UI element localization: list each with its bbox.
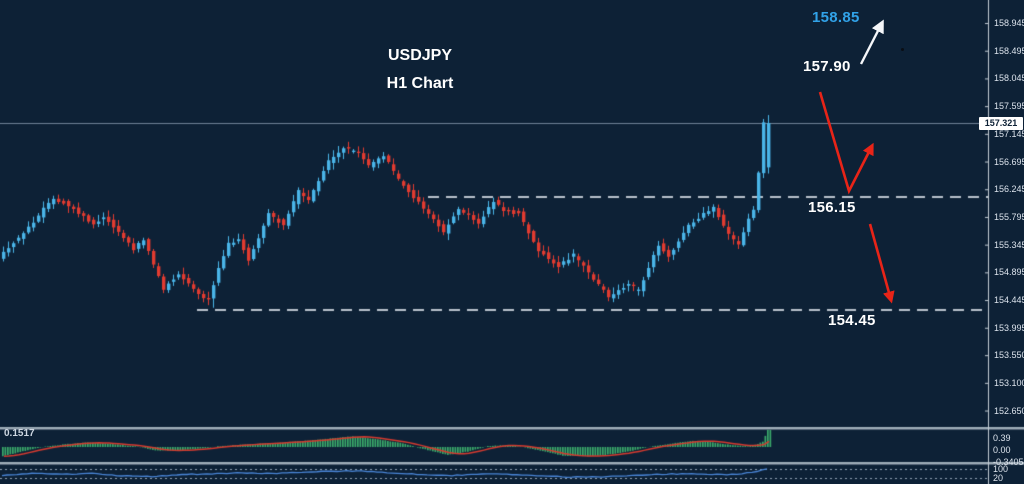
symbol-title: USDJPY xyxy=(387,47,453,64)
price-tick-label: 153.550 xyxy=(994,350,1024,361)
resistance-price-label: 157.90 xyxy=(803,58,851,75)
lower-support-label: 154.45 xyxy=(828,312,876,329)
indicator-tick-label: 20 xyxy=(993,473,1004,483)
price-tick-label: 154.445 xyxy=(994,295,1024,306)
mid-support-label: 156.15 xyxy=(808,199,856,216)
price-tick-label: 156.695 xyxy=(994,156,1024,167)
indicator-tick-label: 0.00 xyxy=(993,445,1011,455)
price-tick-label: 155.345 xyxy=(994,239,1024,250)
price-tick-label: 158.945 xyxy=(994,18,1024,29)
price-tick-label: 158.495 xyxy=(994,45,1024,56)
indicator-tick-label: -0.3405 xyxy=(993,457,1024,467)
target-price-label: 158.85 xyxy=(812,9,860,26)
timeframe-title: H1 Chart xyxy=(386,75,454,92)
indicator-tick-label: 0.39 xyxy=(993,433,1011,443)
price-tick-label: 156.245 xyxy=(994,184,1024,195)
price-tick-label: 155.795 xyxy=(994,211,1024,222)
bearish-bounce-arrow-icon xyxy=(818,91,874,195)
chart-title: USDJPY H1 Chart xyxy=(350,42,490,98)
current-price-tag: 157.321 xyxy=(979,117,1023,130)
price-tick-label: 157.595 xyxy=(994,101,1024,112)
price-tick-label: 154.895 xyxy=(994,267,1024,278)
bullish-arrow-icon xyxy=(859,19,884,65)
price-tick-label: 153.100 xyxy=(994,377,1024,388)
price-tick-label: 153.995 xyxy=(994,322,1024,333)
indicator-tick-label: 100 xyxy=(993,464,1009,474)
dot-marker xyxy=(901,48,904,51)
price-tick-label: 158.045 xyxy=(994,73,1024,84)
bearish-arrow-icon xyxy=(868,223,895,304)
price-tick-label: 157.145 xyxy=(994,128,1024,139)
price-tick-label: 152.650 xyxy=(994,405,1024,416)
indicator-value-label: 0.1517 xyxy=(4,428,35,439)
